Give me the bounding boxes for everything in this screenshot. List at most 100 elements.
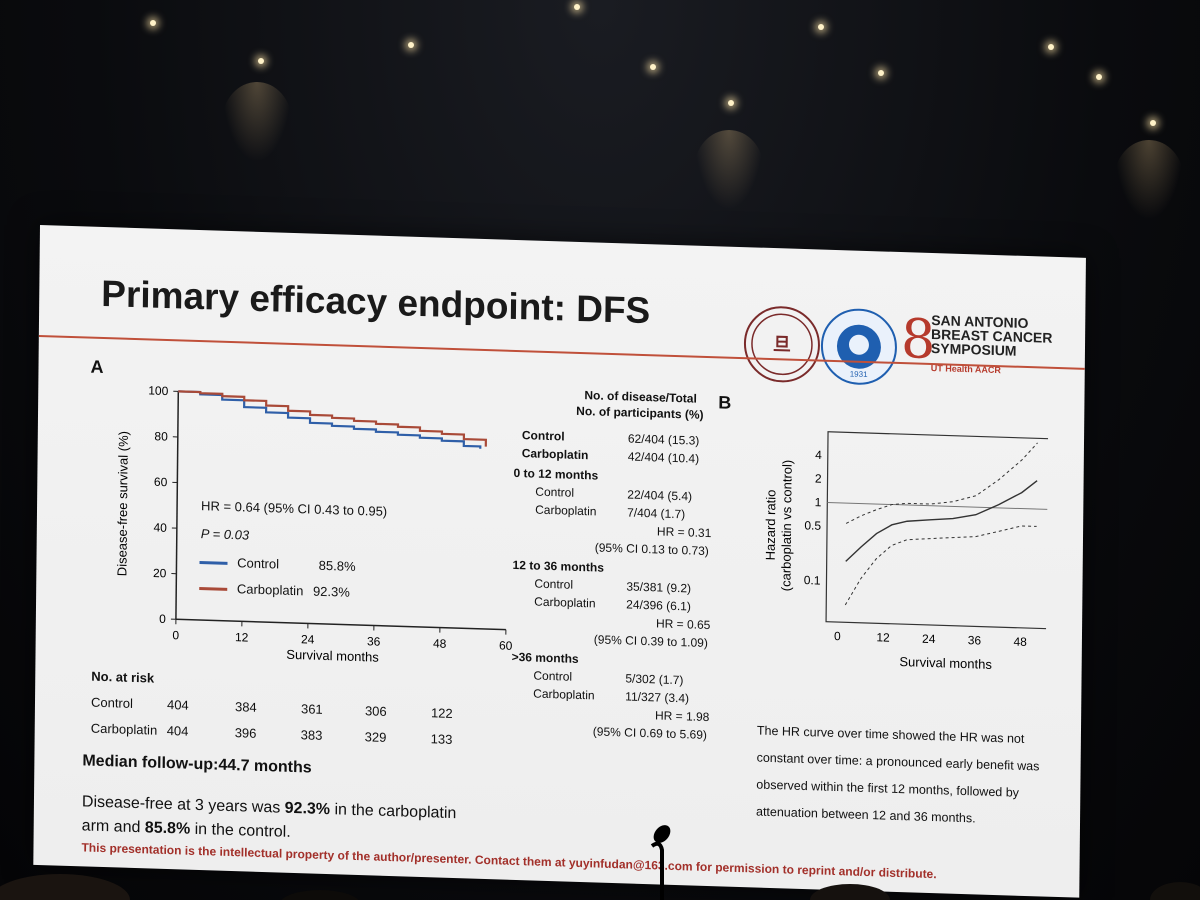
table-row-value: 11/327 (3.4)	[625, 689, 690, 706]
table-row-value: 5/302 (1.7)	[625, 671, 684, 688]
x-tick-label: 24	[301, 632, 315, 646]
panel-b-description: The HR curve over time showed the HR was…	[756, 718, 1067, 836]
y-tick-label: 20	[153, 566, 167, 580]
ceiling-light	[408, 42, 414, 48]
ci-curve	[845, 442, 1038, 524]
table-row-value: 22/404 (5.4)	[627, 487, 693, 504]
ceiling-light	[728, 100, 734, 106]
at-risk-title: No. at risk	[91, 668, 155, 686]
presentation-slide: Primary efficacy endpoint: DFS 旦 1931 8 …	[33, 225, 1086, 898]
ceiling-light	[258, 58, 264, 64]
x-tick-label: 24	[922, 632, 936, 646]
x-tick-label: 12	[235, 630, 249, 644]
at-risk-value: 329	[364, 729, 387, 745]
table-row-label: Control	[535, 484, 575, 500]
legend-control-swatch	[199, 561, 228, 565]
km-curve-carboplatin	[178, 390, 487, 447]
y-axis-label: Disease-free survival (%)	[114, 431, 131, 577]
sabcs-logo: 8 SAN ANTONIO BREAST CANCER SYMPOSIUM UT…	[900, 307, 1072, 379]
legend-carboplatin-swatch	[199, 587, 228, 591]
y-tick-label: 2	[815, 472, 822, 486]
at-risk-value: 396	[234, 725, 257, 741]
table-row-label: Carboplatin	[535, 502, 597, 519]
svg-text:旦: 旦	[773, 334, 791, 355]
table-row-label: Carboplatin	[521, 446, 589, 463]
at-risk-carboplatin-label: Carboplatin	[90, 720, 158, 738]
at-risk-value: 133	[430, 731, 453, 747]
legend-control-value: 85.8%	[318, 557, 356, 574]
table-row-value: HR = 0.65	[655, 616, 711, 633]
hospital-logo: 1931	[820, 307, 898, 386]
ceiling-light	[1048, 44, 1054, 50]
ceiling-light	[650, 64, 656, 70]
x-tick-label: 0	[834, 629, 841, 643]
at-risk-control-label: Control	[90, 694, 134, 711]
table-row-label: >36 months	[511, 649, 579, 666]
table-row-value: 62/404 (15.3)	[627, 431, 700, 448]
x-tick-label: 36	[367, 634, 381, 648]
slide-title: Primary efficacy endpoint: DFS	[101, 272, 651, 332]
y-axis-label-sub: (carboplatin vs control)	[778, 460, 794, 592]
x-tick-label: 48	[433, 636, 447, 650]
y-tick-label: 0	[159, 612, 166, 626]
hazard-ratio-chart: 0.10.512401224364860Survival monthsHazar…	[763, 431, 1049, 672]
table-header-1: No. of disease/Total	[584, 388, 697, 406]
table-row-value: (95% CI 0.69 to 5.69)	[592, 724, 707, 742]
sabcs-name: SAN ANTONIO BREAST CANCER SYMPOSIUM	[930, 312, 1053, 359]
x-axis-label: Survival months	[286, 647, 379, 665]
y-tick-label: 4	[815, 448, 822, 462]
svg-text:1931: 1931	[850, 369, 868, 379]
panel-a-label: A	[90, 356, 104, 378]
summary-control-value: 85.8%	[144, 819, 191, 838]
table-row-value: (95% CI 0.13 to 0.73)	[594, 540, 709, 559]
x-tick-label: 0	[172, 628, 179, 642]
x-tick-label: 48	[1013, 635, 1027, 649]
table-row-label: Control	[521, 428, 565, 444]
y-tick-label: 1	[815, 495, 822, 509]
at-risk-value: 383	[300, 727, 323, 743]
y-tick-label: 100	[148, 383, 168, 398]
table-row-label: Carboplatin	[533, 686, 595, 703]
ceiling-light	[1096, 74, 1102, 80]
audience-silhouettes	[0, 874, 1200, 900]
y-axis	[175, 391, 180, 620]
y-tick-label: 0.5	[804, 518, 821, 533]
y-tick-label: 80	[154, 429, 168, 443]
summary-part: in the control.	[190, 820, 291, 841]
p-value: P = 0.03	[200, 526, 250, 543]
ceiling-light	[878, 70, 884, 76]
sabcs-swirl-icon: 8	[900, 307, 936, 372]
km-survival-chart: 0 20 40 60 80 100 0 12 24 36 48 60 Survival months Di…	[114, 383, 513, 665]
table-header-2: No. of participants (%)	[576, 403, 704, 422]
light-cone	[694, 130, 764, 210]
ci-curve	[844, 525, 1037, 606]
km-curve-control	[178, 390, 482, 449]
at-risk-value: 404	[166, 723, 189, 739]
y-axis-label: Hazard ratio	[763, 489, 779, 560]
legend-carboplatin-label: Carboplatin	[236, 581, 304, 599]
table-row-label: Carboplatin	[534, 594, 596, 611]
table-row-value: HR = 1.98	[654, 708, 710, 725]
legend-carboplatin-value: 92.3%	[312, 583, 350, 600]
x-tick-label: 60	[499, 638, 513, 652]
reference-line	[827, 501, 1049, 511]
table-row-label: Control	[534, 576, 574, 592]
x-axis-label: Survival months	[899, 654, 992, 672]
at-risk-value: 384	[234, 699, 257, 715]
legend-control-label: Control	[237, 555, 280, 572]
fudan-university-logo: 旦	[743, 305, 821, 384]
table-row-value: 35/381 (9.2)	[626, 579, 692, 596]
light-cone	[1114, 140, 1184, 220]
summary-part: Disease-free at 3 years was	[81, 793, 285, 817]
table-row-value: HR = 0.31	[656, 524, 712, 541]
at-risk-value: 306	[364, 703, 387, 719]
summary-part: in the carboplatin	[329, 801, 457, 823]
table-row-label: Control	[533, 668, 573, 684]
summary-carboplatin-value: 92.3%	[284, 799, 331, 819]
table-row-value: (95% CI 0.39 to 1.09)	[593, 632, 708, 651]
ceiling-light	[150, 20, 156, 26]
y-tick-label: 0.1	[804, 573, 821, 588]
x-axis	[175, 618, 506, 631]
subgroup-table: Control 62/404 (15.3) Carboplatin 42/404 (1…	[508, 428, 748, 742]
table-row-label: 12 to 36 months	[512, 557, 604, 575]
